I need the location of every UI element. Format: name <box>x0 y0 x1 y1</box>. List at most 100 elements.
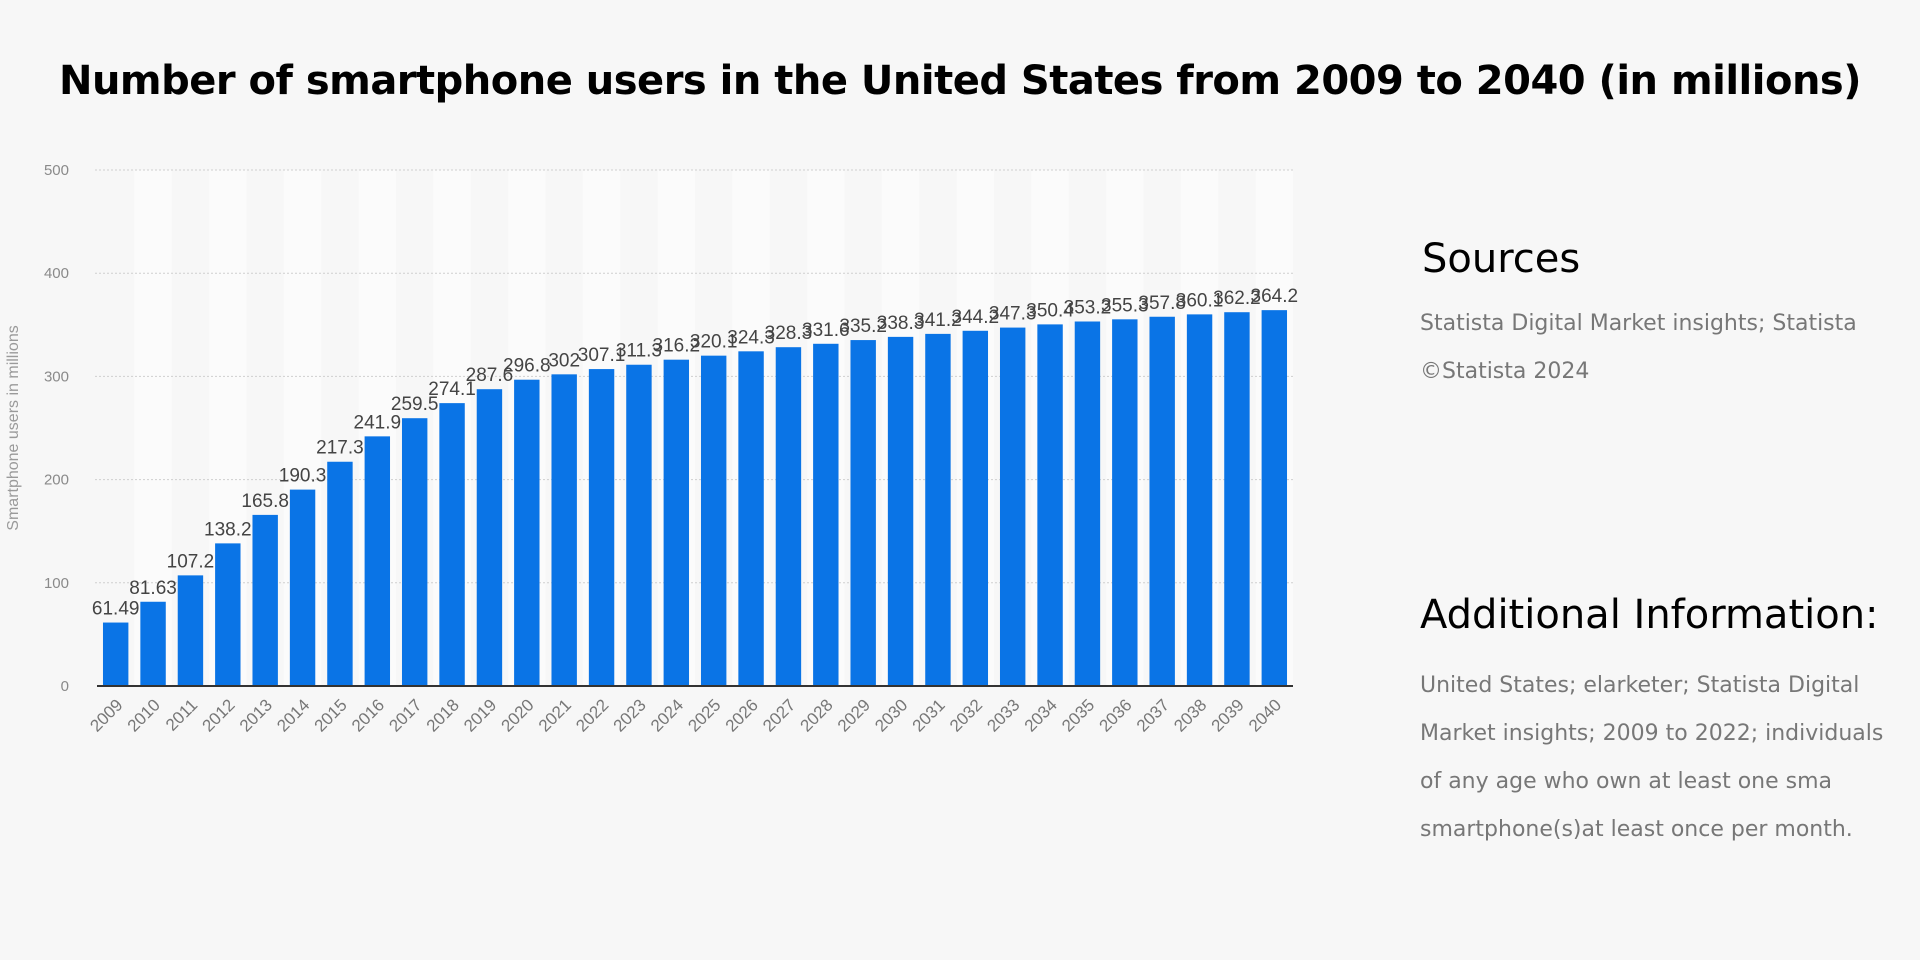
x-tick-label: 2010 <box>124 695 164 735</box>
x-tick-label: 2037 <box>1133 695 1173 735</box>
data-label: 320.1 <box>690 332 738 353</box>
x-tick-label: 2032 <box>946 695 986 735</box>
x-tick-label: 2028 <box>796 695 836 735</box>
x-tick-label: 2015 <box>311 695 351 735</box>
y-tick-label: 300 <box>44 368 69 385</box>
bar[interactable] <box>738 351 764 686</box>
data-label: 217.3 <box>316 438 364 459</box>
additional-info-heading: Additional Information: <box>1420 592 1879 638</box>
bar[interactable] <box>999 327 1026 686</box>
bar[interactable] <box>102 622 129 686</box>
data-label: 328.3 <box>765 323 813 344</box>
bar[interactable] <box>1149 316 1175 686</box>
bar[interactable] <box>1261 310 1288 686</box>
x-tick-label: 2039 <box>1208 695 1248 735</box>
data-label: 324.3 <box>727 327 775 348</box>
data-label: 338.3 <box>877 313 925 334</box>
x-tick-label: 2040 <box>1245 695 1285 735</box>
data-label: 350.4 <box>1026 300 1074 321</box>
x-axis-ticks: 2009201020112012201320142015201620172018… <box>86 695 1285 735</box>
x-tick-label: 2036 <box>1095 695 1135 735</box>
bar[interactable] <box>514 379 540 686</box>
data-label: 138.2 <box>204 519 252 540</box>
data-label: 61.49 <box>92 599 140 620</box>
x-tick-label: 2027 <box>759 695 799 735</box>
x-tick-label: 2019 <box>460 695 500 735</box>
data-label: 335.2 <box>839 316 887 337</box>
bar[interactable] <box>626 364 652 686</box>
column-stripe <box>134 170 172 686</box>
x-tick-label: 2013 <box>236 695 276 735</box>
data-label: 316.2 <box>653 336 701 357</box>
bar[interactable] <box>775 347 802 686</box>
bar[interactable] <box>850 340 876 686</box>
x-tick-label: 2030 <box>871 695 911 735</box>
y-tick-label: 400 <box>44 265 69 282</box>
data-label: 81.63 <box>129 578 177 599</box>
sources-line: Statista Digital Market insights; Statis… <box>1420 311 1857 336</box>
x-tick-label: 2009 <box>86 695 126 735</box>
data-label: 355.3 <box>1101 295 1149 316</box>
bar[interactable] <box>140 601 166 686</box>
x-tick-label: 2020 <box>497 695 537 735</box>
bar[interactable] <box>813 343 839 686</box>
bar[interactable] <box>700 355 727 686</box>
x-tick-label: 2023 <box>610 695 650 735</box>
x-tick-label: 2026 <box>722 695 762 735</box>
data-label: 362.2 <box>1213 288 1261 309</box>
data-label: 190.3 <box>279 466 327 487</box>
bar[interactable] <box>364 436 391 686</box>
additional-info-line: Market insights; 2009 to 2022; individua… <box>1420 721 1884 746</box>
bar[interactable] <box>962 330 989 686</box>
additional-info-panel: Additional Information: United States; e… <box>1420 592 1920 854</box>
y-axis-label: Smartphone users in millions <box>5 325 22 530</box>
bar[interactable] <box>1037 324 1063 686</box>
x-tick-label: 2029 <box>834 695 874 735</box>
bar[interactable] <box>925 333 951 686</box>
data-label: 360.1 <box>1176 290 1224 311</box>
x-tick-label: 2016 <box>348 695 388 735</box>
y-tick-label: 0 <box>61 678 69 695</box>
bar[interactable] <box>401 418 428 686</box>
data-label: 331.6 <box>802 320 850 341</box>
data-label: 347.3 <box>989 304 1037 325</box>
bar-chart: 0 100 200 300 400 500 Smartphone users in mil… <box>5 162 1298 736</box>
bar[interactable] <box>551 374 577 686</box>
y-tick-label: 100 <box>44 575 69 592</box>
additional-info-line: smartphone(s)at least once per month. <box>1420 817 1853 842</box>
y-axis-ticks: 0 100 200 300 400 500 <box>44 162 69 695</box>
bar[interactable] <box>252 514 278 686</box>
bar[interactable] <box>887 336 914 686</box>
bar[interactable] <box>1112 319 1138 686</box>
bar[interactable] <box>177 575 204 686</box>
data-label: 259.5 <box>391 394 439 415</box>
additional-info-line: United States; elarketer; Statista Digit… <box>1420 673 1860 698</box>
bar[interactable] <box>1224 312 1250 686</box>
bar[interactable] <box>289 489 316 686</box>
x-tick-label: 2017 <box>385 695 425 735</box>
data-label: 296.8 <box>503 356 551 377</box>
bar[interactable] <box>476 389 503 686</box>
x-tick-label: 2014 <box>273 695 313 735</box>
bar[interactable] <box>663 359 690 686</box>
bar[interactable] <box>1186 314 1213 686</box>
bar[interactable] <box>215 543 241 686</box>
data-label: 364.2 <box>1251 286 1299 307</box>
bars <box>102 310 1288 686</box>
bar[interactable] <box>1074 321 1101 686</box>
bar[interactable] <box>439 403 465 686</box>
y-tick-label: 200 <box>44 472 69 489</box>
data-label: 302 <box>548 350 580 371</box>
data-label: 344.2 <box>952 307 1000 328</box>
chart-title: Number of smartphone users in the United… <box>58 58 1862 104</box>
x-tick-label: 2022 <box>572 695 612 735</box>
x-tick-label: 2021 <box>535 695 575 735</box>
data-label: 274.1 <box>428 379 476 400</box>
x-tick-label: 2011 <box>162 695 201 734</box>
x-tick-label: 2035 <box>1058 695 1098 735</box>
bar[interactable] <box>588 369 615 686</box>
copyright-line: ©Statista 2024 <box>1420 359 1590 384</box>
x-tick-label: 2034 <box>1021 695 1061 735</box>
bar[interactable] <box>327 461 353 686</box>
